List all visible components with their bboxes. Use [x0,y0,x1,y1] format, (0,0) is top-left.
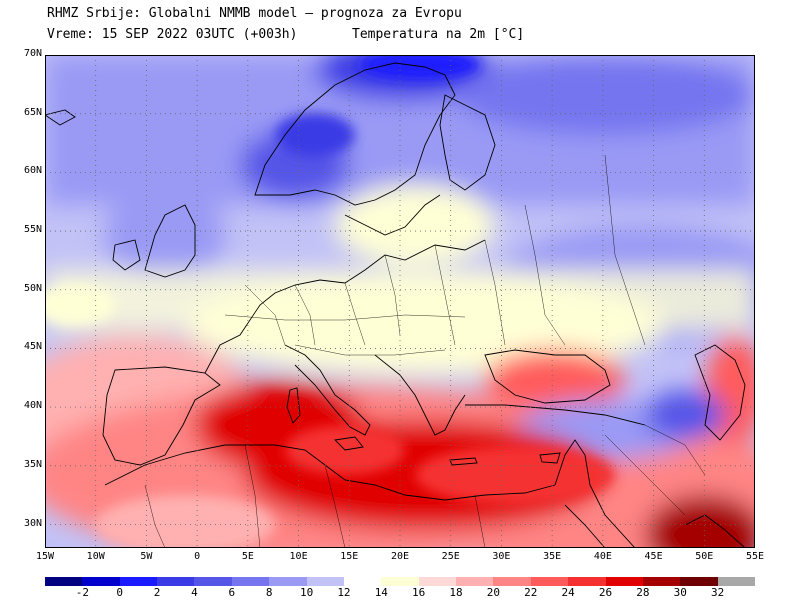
lat-label: 65N [23,106,42,118]
colorbar-label: 14 [374,586,388,599]
lat-label: 40N [23,400,42,412]
lat-label: 30N [23,517,42,529]
colorbar-swatch [717,577,756,586]
lon-label: 10W [86,551,105,562]
lon-label: 25E [441,551,460,562]
colorbar-swatch [568,577,607,586]
lon-label: 0 [194,551,201,562]
lon-label: 5W [140,551,153,562]
colorbar-swatch [119,577,158,586]
lat-label: 60N [23,165,42,177]
lon-label: 45E [644,551,663,562]
lon-label: 40E [593,551,612,562]
colorbar-label: 26 [598,586,613,599]
colorbar-label: 8 [265,586,273,599]
colorbar-swatch [493,577,532,586]
colorbar-label: 32 [711,586,725,599]
colorbar-label: 4 [191,586,198,599]
colorbar-label: 24 [561,586,575,599]
colorbar-swatch [456,577,494,586]
colorbar-swatch [45,577,83,586]
parameter-label: Temperatura na 2m [°C] [352,27,525,42]
colorbar-label: 6 [228,586,236,599]
colorbar-swatch [418,577,457,586]
temperature-map [45,55,755,548]
colorbar-swatch [306,577,345,586]
graticule [45,55,755,548]
colorbar-label: 0 [116,586,124,599]
colorbar-swatch [642,577,681,586]
colorbar-label: 18 [449,586,463,599]
colorbar-label: 10 [299,586,314,599]
colorbar-label: -2 [75,586,89,599]
colorbar-swatch [157,577,195,586]
colorbar-swatch [381,577,420,586]
colorbar-label: 12 [337,586,351,599]
lon-label: 30E [492,551,511,562]
country-borders [144,154,706,548]
lon-label: 50E [695,551,714,562]
colorbar-swatch [269,577,308,586]
coastlines [45,62,746,548]
lat-label: 45N [23,341,42,353]
colorbar-label: 20 [486,586,501,599]
colorbar-swatch [82,577,121,586]
lon-label: 5E [241,551,254,562]
lat-label: 55N [23,224,42,236]
colorbar [45,577,756,586]
lon-label: 55E [745,551,765,562]
colorbar-label: 22 [524,586,538,599]
colorbar-swatch [680,577,719,586]
lat-label: 50N [23,282,42,294]
colorbar-swatch [231,577,270,586]
lat-label: 70N [23,48,42,59]
lon-label: 15W [35,551,55,562]
forecast-time: Vreme: 15 SEP 2022 03UTC (+003h) [47,27,298,42]
map-title: RHMZ Srbije: Globalni NMMB model — progn… [47,6,462,21]
colorbar-label: 28 [636,586,650,599]
colorbar-label: 16 [412,586,426,599]
colorbar-label: 2 [153,586,161,599]
lon-label: 35E [543,551,562,562]
colorbar-label: 30 [673,586,687,599]
colorbar-swatch [343,577,382,586]
colorbar-swatch [194,577,233,586]
lon-label: 20E [390,551,410,562]
lat-label: 35N [23,458,42,470]
colorbar-swatch [530,577,569,586]
lon-label: 10E [289,551,308,562]
colorbar-swatch [605,577,644,586]
lon-label: 15E [340,551,359,562]
